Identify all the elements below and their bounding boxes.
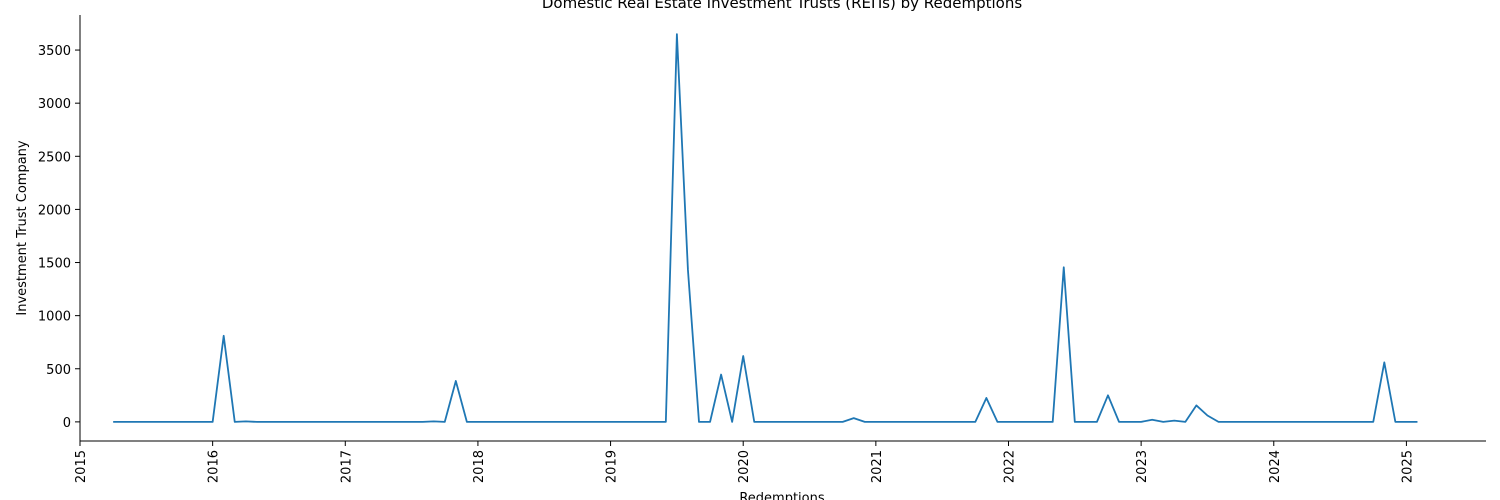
y-tick-label: 1500 bbox=[38, 257, 71, 272]
chart-title: Domestic Real Estate Investment Trusts (… bbox=[542, 0, 1022, 12]
x-tick-label: 2017 bbox=[339, 450, 354, 483]
x-axis-title: Redemptions bbox=[739, 491, 825, 500]
x-tick-label: 2018 bbox=[472, 450, 487, 483]
x-tick-label: 2016 bbox=[207, 450, 222, 483]
y-tick-label: 500 bbox=[46, 363, 71, 378]
y-tick-label: 2500 bbox=[38, 150, 71, 165]
y-axis-title: Investment Trust Company bbox=[15, 140, 30, 316]
y-tick-label: 3000 bbox=[38, 97, 71, 112]
x-tick-label: 2021 bbox=[870, 450, 885, 483]
ticks: 0 500 1000 1500 2000 2500 3000 3500 2015 2016 2017… bbox=[38, 44, 1416, 483]
y-tick-label: 2000 bbox=[38, 203, 71, 218]
y-tick-label: 0 bbox=[63, 416, 71, 431]
y-tick-label: 3500 bbox=[38, 44, 71, 59]
x-tick-label: 2015 bbox=[74, 450, 89, 483]
x-tick-label: 2024 bbox=[1268, 450, 1283, 483]
axes bbox=[79, 15, 1486, 442]
x-tick-label: 2020 bbox=[737, 450, 752, 483]
x-tick-label: 2023 bbox=[1135, 450, 1150, 483]
x-tick-label: 2022 bbox=[1002, 450, 1017, 483]
series-line bbox=[113, 33, 1418, 423]
x-tick-label: 2025 bbox=[1400, 450, 1415, 483]
x-tick-label: 2019 bbox=[605, 450, 620, 483]
y-tick-label: 1000 bbox=[38, 310, 71, 325]
